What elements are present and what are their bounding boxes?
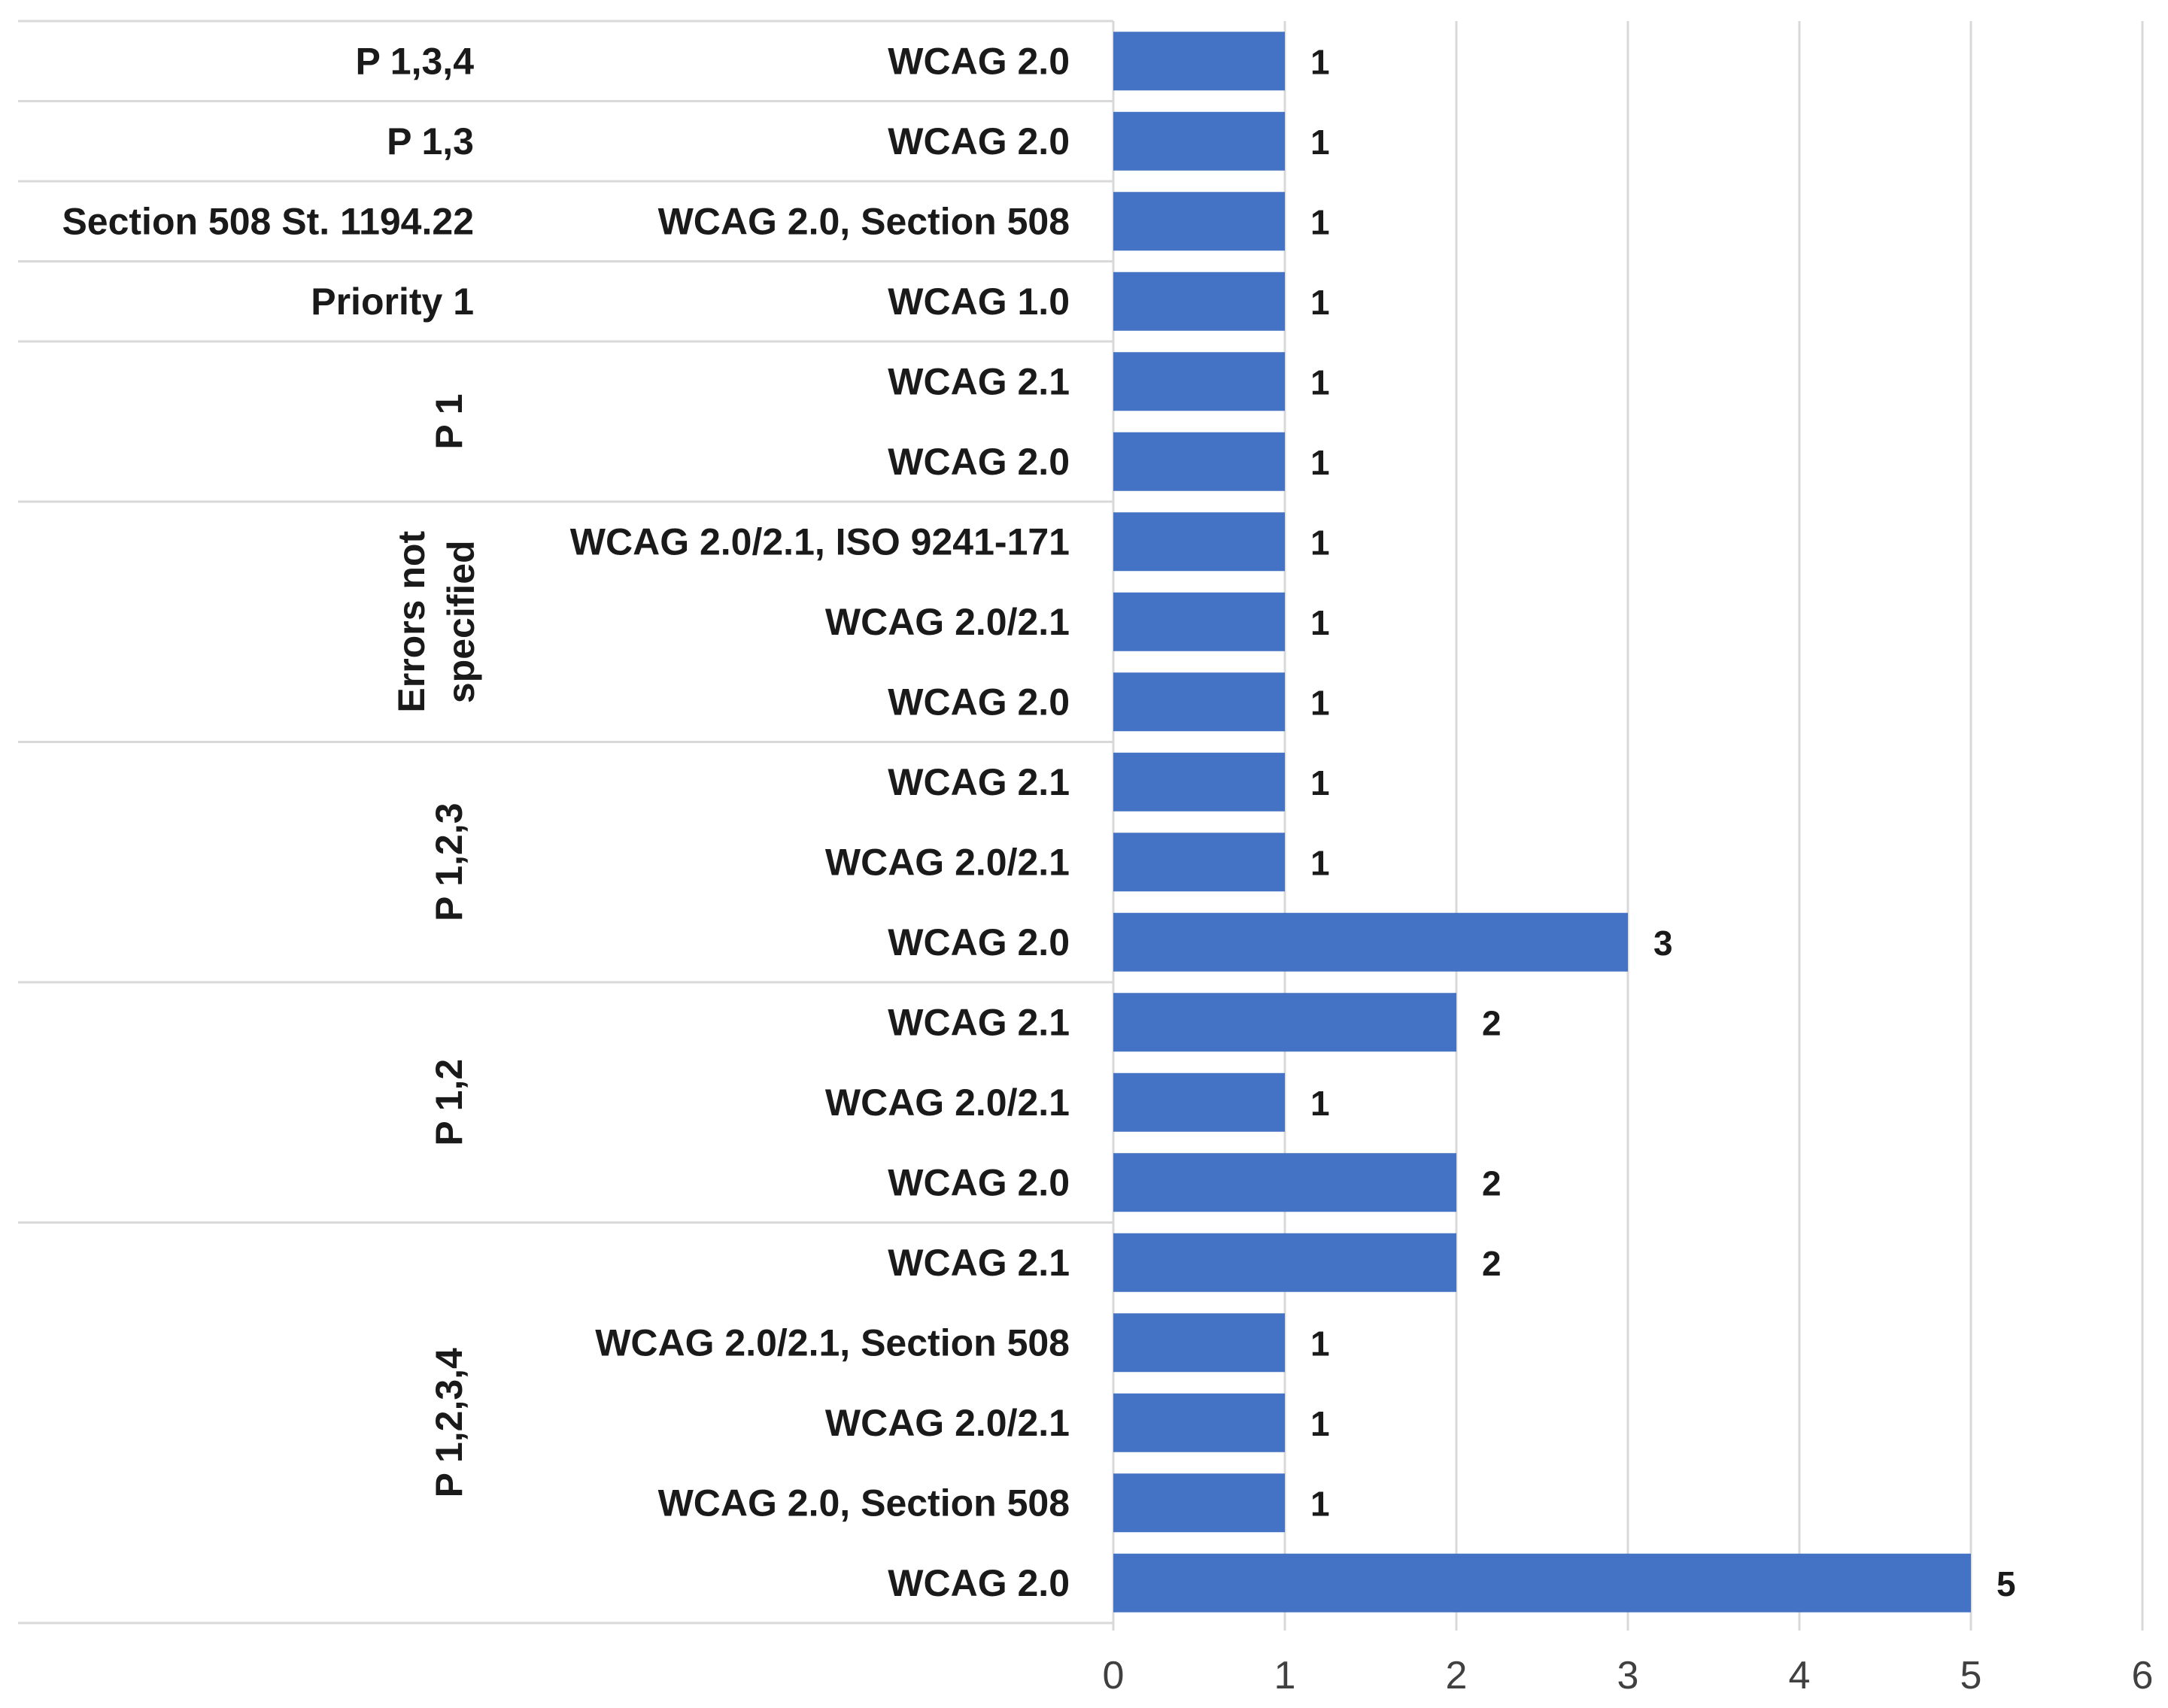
x-tick-label: 2 (1446, 1654, 1468, 1697)
group-label: P 1,3 (387, 120, 474, 162)
group-label: Priority 1 (311, 281, 474, 323)
group-label: P 1,2,3 (428, 802, 470, 921)
value-label: 1 (1310, 1404, 1330, 1443)
x-tick-label: 5 (1960, 1654, 1982, 1697)
category-label: WCAG 2.0, Section 508 (658, 200, 1070, 242)
x-tick-label: 1 (1274, 1654, 1296, 1697)
bar (1113, 592, 1285, 651)
bar (1113, 993, 1456, 1052)
category-label: WCAG 2.0 (888, 1562, 1070, 1604)
bar (1113, 1553, 1971, 1612)
value-label: 2 (1482, 1163, 1502, 1203)
category-label: WCAG 2.0/2.1, Section 508 (595, 1321, 1070, 1364)
value-label: 1 (1310, 123, 1330, 162)
group-label: P 1 (428, 393, 470, 449)
value-label: 1 (1310, 763, 1330, 802)
category-label: WCAG 2.0 (888, 40, 1070, 82)
gridlines (1112, 21, 2144, 1631)
value-label: 1 (1310, 1484, 1330, 1523)
bar (1113, 1313, 1285, 1373)
group-label: P 1,3,4 (355, 40, 474, 82)
value-label: 1 (1310, 683, 1330, 722)
labels: 1 WCAG 2.0 P 1,3,4 1 WCAG 2.0 P 1,3 1 WCAG 2.0,… (62, 40, 2015, 1604)
category-label: WCAG 2.0/2.1 (825, 1402, 1070, 1444)
bar (1113, 352, 1285, 411)
group-label: Section 508 St. 1194.22 (62, 200, 474, 242)
bar (1113, 1233, 1456, 1292)
category-label: WCAG 2.1 (888, 1001, 1070, 1043)
bar (1113, 1393, 1285, 1452)
bar (1113, 833, 1285, 892)
bar (1113, 672, 1285, 732)
category-label: WCAG 2.0 (888, 1161, 1070, 1203)
category-label: WCAG 2.0 (888, 921, 1070, 963)
category-label: WCAG 2.1 (888, 1242, 1070, 1284)
x-tick-label: 3 (1617, 1654, 1639, 1697)
value-label: 2 (1482, 1244, 1502, 1283)
value-label: 2 (1482, 1003, 1502, 1042)
group-label: P 1,2,3,4 (428, 1348, 470, 1497)
value-label: 3 (1653, 924, 1673, 963)
value-label: 5 (1996, 1564, 2016, 1603)
group-label-line: Errors not (390, 531, 433, 713)
value-label: 1 (1310, 283, 1330, 322)
x-axis-ticks: 0 1 2 3 4 5 6 (1103, 1654, 2154, 1697)
x-tick-label: 4 (1789, 1654, 1811, 1697)
bar (1113, 512, 1285, 572)
bar (1113, 1153, 1456, 1212)
category-label: WCAG 2.0 (888, 681, 1070, 723)
category-label: WCAG 2.0/2.1 (825, 1082, 1070, 1124)
category-label: WCAG 2.1 (888, 761, 1070, 803)
bar (1113, 752, 1285, 812)
group-label: Errors not specified (390, 531, 482, 713)
bar (1113, 912, 1628, 972)
bar (1113, 1473, 1285, 1533)
x-tick-label: 6 (2132, 1654, 2154, 1697)
category-label: WCAG 1.0 (888, 281, 1070, 323)
bar (1113, 192, 1285, 251)
category-label: WCAG 2.0 (888, 120, 1070, 162)
value-label: 1 (1310, 443, 1330, 482)
category-label: WCAG 2.0, Section 508 (658, 1482, 1070, 1524)
category-label: WCAG 2.0/2.1 (825, 601, 1070, 643)
value-label: 1 (1310, 1324, 1330, 1363)
row-separators (18, 20, 1113, 1625)
value-label: 1 (1310, 843, 1330, 882)
category-label: WCAG 2.0 (888, 441, 1070, 483)
value-label: 1 (1310, 202, 1330, 241)
category-label: WCAG 2.0/2.1, ISO 9241-171 (570, 520, 1070, 563)
bar (1113, 272, 1285, 331)
bar (1113, 32, 1285, 91)
bar (1113, 111, 1285, 171)
value-label: 1 (1310, 603, 1330, 642)
bars (1113, 32, 1971, 1612)
category-label: WCAG 2.0/2.1 (825, 841, 1070, 883)
group-label-line: specified (440, 540, 482, 703)
value-label: 1 (1310, 42, 1330, 81)
bar (1113, 1072, 1285, 1132)
value-label: 1 (1310, 523, 1330, 562)
bar (1113, 432, 1285, 491)
category-label: WCAG 2.1 (888, 360, 1070, 402)
value-label: 1 (1310, 363, 1330, 402)
x-tick-label: 0 (1103, 1654, 1125, 1697)
value-label: 1 (1310, 1084, 1330, 1123)
group-label: P 1,2 (428, 1059, 470, 1146)
